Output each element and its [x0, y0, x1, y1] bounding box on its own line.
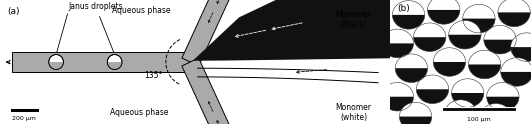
Wedge shape: [449, 35, 481, 49]
Wedge shape: [463, 19, 495, 33]
Wedge shape: [49, 62, 63, 69]
Circle shape: [107, 55, 122, 69]
Text: Aqueous phase: Aqueous phase: [112, 6, 171, 15]
Text: Janus droplets: Janus droplets: [68, 2, 123, 52]
Polygon shape: [182, 58, 242, 124]
Wedge shape: [501, 72, 531, 86]
Text: 100 μm: 100 μm: [467, 117, 491, 122]
Wedge shape: [487, 97, 519, 111]
Wedge shape: [433, 62, 466, 76]
Wedge shape: [399, 102, 432, 117]
Wedge shape: [392, 15, 425, 29]
Wedge shape: [479, 118, 512, 124]
Wedge shape: [427, 0, 460, 10]
Wedge shape: [381, 82, 414, 97]
Wedge shape: [487, 82, 519, 97]
Wedge shape: [444, 114, 477, 124]
Wedge shape: [484, 25, 516, 40]
Wedge shape: [381, 97, 414, 111]
Wedge shape: [479, 104, 512, 118]
Wedge shape: [498, 0, 530, 12]
Polygon shape: [193, 0, 390, 61]
Wedge shape: [399, 117, 432, 124]
Wedge shape: [427, 10, 460, 24]
Wedge shape: [511, 47, 531, 61]
Wedge shape: [392, 1, 425, 15]
Wedge shape: [381, 29, 414, 43]
Text: (b): (b): [397, 4, 410, 13]
Text: 135°: 135°: [144, 71, 163, 80]
Wedge shape: [416, 75, 449, 89]
Wedge shape: [107, 62, 122, 69]
Circle shape: [49, 55, 63, 69]
Wedge shape: [511, 33, 531, 47]
Wedge shape: [395, 68, 427, 82]
Wedge shape: [463, 4, 495, 19]
Wedge shape: [468, 64, 501, 79]
Wedge shape: [484, 40, 516, 54]
Wedge shape: [498, 12, 530, 27]
Polygon shape: [182, 0, 242, 66]
Wedge shape: [414, 37, 446, 51]
Text: Monomer
(white): Monomer (white): [336, 103, 372, 122]
Wedge shape: [416, 89, 449, 104]
Wedge shape: [468, 50, 501, 64]
Wedge shape: [433, 48, 466, 62]
Wedge shape: [381, 43, 414, 58]
Text: 200 μm: 200 μm: [12, 116, 36, 121]
Wedge shape: [444, 100, 477, 114]
Wedge shape: [451, 93, 484, 107]
Polygon shape: [12, 52, 190, 72]
Wedge shape: [501, 58, 531, 72]
Text: Aqueous phase: Aqueous phase: [110, 108, 168, 117]
Text: (a): (a): [7, 7, 20, 16]
FancyBboxPatch shape: [440, 107, 518, 124]
Wedge shape: [414, 23, 446, 37]
Wedge shape: [451, 79, 484, 93]
Wedge shape: [395, 54, 427, 68]
Wedge shape: [449, 20, 481, 35]
Text: Monomer
(black): Monomer (black): [336, 10, 372, 29]
